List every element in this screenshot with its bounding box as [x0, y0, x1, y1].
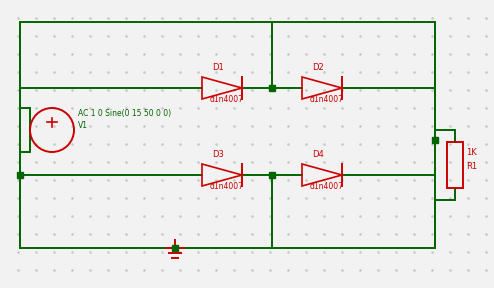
Text: d1n4007: d1n4007: [310, 95, 344, 104]
Text: R1: R1: [466, 162, 477, 171]
Bar: [447, 142, 463, 188]
Text: d1n4007: d1n4007: [210, 182, 244, 191]
Text: D3: D3: [212, 150, 224, 159]
Text: D4: D4: [312, 150, 324, 159]
Text: 1K: 1K: [466, 148, 477, 157]
Text: d1n4007: d1n4007: [310, 182, 344, 191]
Text: D2: D2: [312, 63, 324, 72]
Text: V1: V1: [78, 121, 88, 130]
Text: AC 1 0 Sine(0 15 50 0 0): AC 1 0 Sine(0 15 50 0 0): [78, 109, 171, 118]
Text: D1: D1: [212, 63, 224, 72]
Text: d1n4007: d1n4007: [210, 95, 244, 104]
